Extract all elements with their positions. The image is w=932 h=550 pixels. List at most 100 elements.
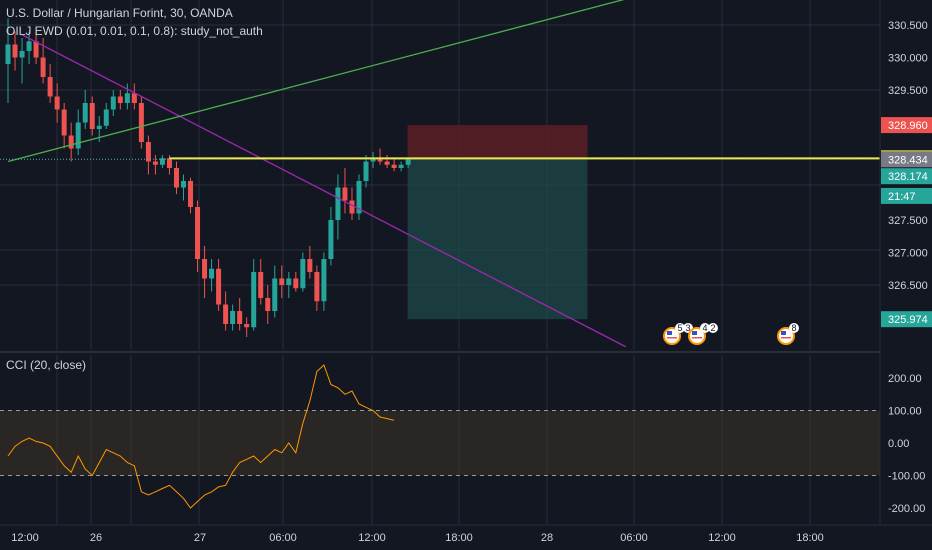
time-tick: 12:00 [708,532,736,544]
candle-body [26,41,32,51]
price-badge[interactable] [881,311,932,328]
price-tick: 330.500 [888,20,928,32]
cci-line [7,364,395,509]
price-axis[interactable]: 330.500330.000329.500329.000327.500327.0… [881,20,932,328]
cci-tick: 0.00 [888,438,909,450]
drawing-lines[interactable] [0,0,880,348]
candle-body [19,51,25,58]
time-tick: 12:00 [11,532,39,544]
candle-body [251,272,257,328]
symbol-title[interactable]: U.S. Dollar / Hungarian Forint, 30, OAND… [6,6,233,20]
event-count: 5 [677,323,682,333]
cci-tick: -200.00 [888,503,925,515]
candle-body [82,103,88,123]
cci-title[interactable]: CCI (20, close) [6,358,87,372]
candle-body [328,220,334,259]
take-profit-zone[interactable] [407,158,588,320]
time-tick: 12:00 [358,532,386,544]
time-tick: 06:00 [269,532,297,544]
green-trendline[interactable] [7,0,626,163]
candle-body [321,259,327,302]
price-badge-label: 328.434 [888,154,928,166]
price-badge[interactable] [881,117,932,134]
candle-body [138,103,144,142]
price-badge-label: 21:47 [888,191,916,203]
event-count: 3 [685,323,690,333]
event-count-badge [700,323,710,333]
candle-body [131,93,137,103]
candle-body [384,161,390,165]
time-tick: 27 [194,532,206,544]
candle-body [307,259,313,272]
candle-body [117,96,123,103]
candle-body [188,181,194,207]
candle-body [398,164,404,168]
event-count: 4 [702,323,707,333]
candle-body [89,103,95,129]
price-badge[interactable] [881,168,932,185]
time-axis[interactable]: 12:00 26 27 06:00 12:00 18:00 28 06:00 12:00 18:0… [11,532,824,544]
cci-tick: 100.00 [888,406,922,418]
event-count: 2 [710,323,715,333]
candle-body [152,161,158,165]
candle-body [166,158,172,168]
candle-body [230,311,236,324]
flag-stripe [781,337,791,339]
candle-body [68,135,74,149]
candle-body [342,187,348,201]
candle-body [405,159,411,165]
candle-body [145,142,151,162]
time-tick: 06:00 [620,532,648,544]
study-title[interactable]: OILJ EWD (0.01, 0.01, 0.1, 0.8): study_n… [6,24,263,38]
candle-body [377,158,383,162]
cci-axis[interactable]: 200.00 100.00 0.00 -100.00 -200.00 [888,373,925,515]
flag-canton [781,331,786,335]
candle-series [5,18,411,337]
candle-body [300,259,306,289]
candle-body [391,164,397,168]
candle-body [370,158,376,162]
purple-trendline[interactable] [21,34,627,348]
candle-body [202,259,208,279]
event-count-badge [708,323,718,333]
candle-body [258,272,264,298]
candle-body [237,311,243,324]
candle-body [173,168,179,188]
candle-body [159,158,165,165]
price-tick: 327.000 [888,248,928,260]
candle-body [103,109,109,126]
price-badge-label: 325.974 [888,314,928,326]
candle-body [54,96,60,110]
price-tick: 330.000 [888,53,928,65]
candle-body [40,57,46,77]
price-tick: 327.500 [888,215,928,227]
candle-body [61,109,67,136]
price-tick: 326.500 [888,280,928,292]
price-badge-label: 328.174 [888,171,928,183]
candle-body [265,298,271,311]
cci-pane [0,364,880,509]
candle-body [124,93,130,103]
event-count-badge [675,323,685,333]
flag-canton [667,331,672,335]
cci-tick: -100.00 [888,471,925,483]
candle-body [335,187,341,220]
candle-body [349,200,355,214]
flag-stripe [692,337,702,339]
candle-body [209,268,215,279]
candle-body [293,278,299,289]
candle-body [181,181,186,188]
candle-body [12,44,18,58]
candle-body [272,278,278,311]
price-badge[interactable] [881,151,932,168]
short-position-tool[interactable] [407,125,588,320]
time-tick: 26 [90,532,102,544]
candle-body [216,268,222,305]
event-count: 8 [791,323,796,333]
candle-body [195,207,201,259]
stop-loss-zone[interactable] [407,125,588,159]
price-tick: 329.500 [888,85,928,97]
price-badge[interactable] [881,187,932,204]
